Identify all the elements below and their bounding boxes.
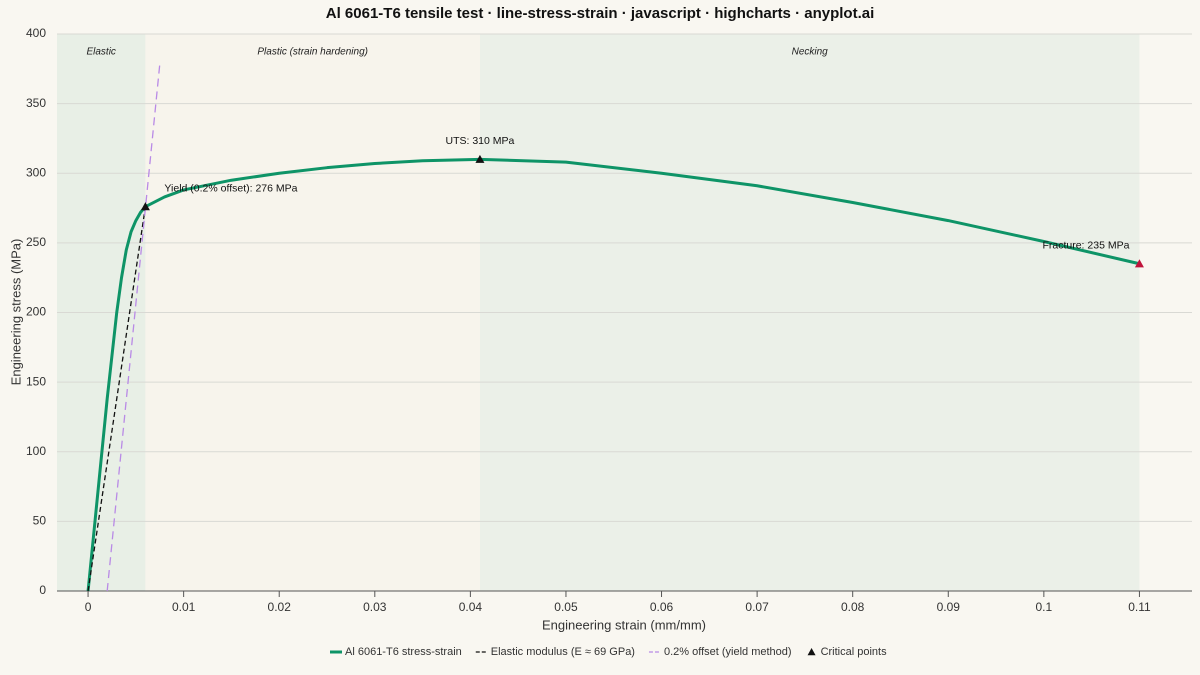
- x-tick-label: 0.1: [1036, 600, 1053, 614]
- point-label: Fracture: 235 MPa: [1042, 240, 1129, 252]
- legend-label: Critical points: [821, 646, 888, 658]
- x-tick-label: 0.02: [268, 600, 292, 614]
- x-tick-label: 0.05: [554, 600, 578, 614]
- legend-label: 0.2% offset (yield method): [664, 646, 792, 658]
- grid: 0 50 100 150 200 250 300 350 400 0 0.01 0.02 0.03 0.0…: [26, 26, 1192, 614]
- x-tick-label: 0.06: [650, 600, 674, 614]
- x-tick-label: 0: [85, 600, 92, 614]
- y-tick-label: 300: [26, 165, 46, 179]
- point-label: Yield (0.2% offset): 276 MPa: [164, 182, 297, 194]
- x-tick-label: 0.07: [745, 600, 769, 614]
- x-tick-label: 0.03: [363, 600, 387, 614]
- x-axis-label: Engineering strain (mm/mm): [542, 617, 706, 632]
- x-tick-label: 0.09: [937, 600, 961, 614]
- chart-title: Al 6061-T6 tensile test · line-stress-st…: [326, 5, 875, 22]
- y-tick-label: 350: [26, 96, 46, 110]
- series-line: [87, 206, 147, 592]
- critical-point: [1134, 259, 1144, 268]
- x-tick-label: 0.08: [841, 600, 865, 614]
- series-line: [86, 157, 1140, 592]
- x-tick-label: 0.11: [1128, 600, 1151, 614]
- band-label: Plastic (strain hardening): [257, 47, 368, 58]
- y-tick-label: 0: [39, 583, 46, 597]
- legend-symbol: [807, 648, 816, 656]
- x-tick-label: 0.01: [172, 600, 196, 614]
- legend-label: Elastic modulus (E ≈ 69 GPa): [491, 646, 635, 658]
- legend: Al 6061-T6 stress-strain Elastic modulus …: [330, 646, 887, 658]
- series-line: [106, 64, 161, 592]
- legend-label: Al 6061-T6 stress-strain: [345, 646, 462, 658]
- y-tick-label: 50: [33, 514, 47, 528]
- band-label: Elastic: [86, 47, 115, 58]
- y-axis-label: Engineering stress (MPa): [8, 239, 23, 386]
- critical-point: [475, 154, 485, 163]
- y-tick-label: 150: [26, 374, 46, 388]
- band-label: Necking: [792, 47, 829, 58]
- plot: Yield (0.2% offset): 276 MPa UTS: 310 MPa…: [86, 64, 1144, 592]
- point-label: UTS: 310 MPa: [445, 135, 514, 147]
- y-tick-label: 400: [26, 26, 46, 40]
- y-tick-label: 200: [26, 305, 46, 319]
- x-tick-label: 0.04: [459, 600, 483, 614]
- critical-point: [140, 202, 150, 211]
- y-tick-label: 100: [26, 444, 46, 458]
- y-tick-label: 250: [26, 235, 46, 249]
